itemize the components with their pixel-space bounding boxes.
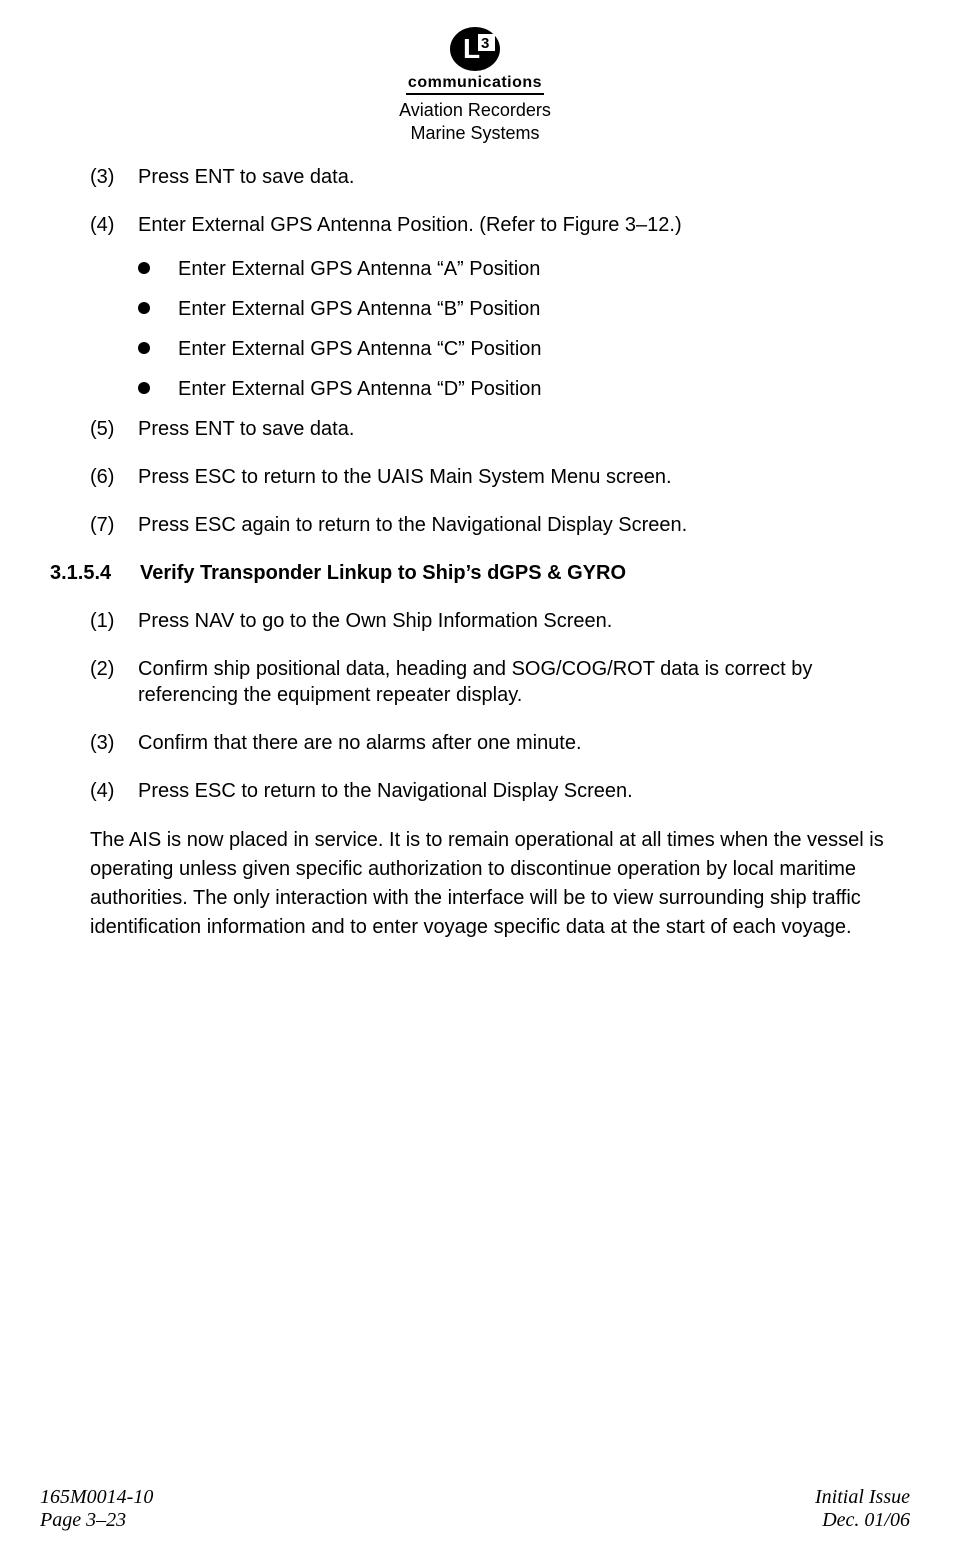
- item-number: (5): [90, 416, 138, 442]
- item-number: (2): [90, 656, 138, 708]
- l3-logo-icon: L 3: [448, 26, 502, 72]
- list-item: (6) Press ESC to return to the UAIS Main…: [90, 464, 910, 490]
- bullet-item: Enter External GPS Antenna “A” Position: [138, 256, 910, 282]
- bullet-item: Enter External GPS Antenna “D” Position: [138, 376, 910, 402]
- item-text: Press ESC to return to the Navigational …: [138, 778, 910, 804]
- page-number: Page 3–23: [40, 1509, 153, 1532]
- bullet-list: Enter External GPS Antenna “A” Position …: [138, 256, 910, 402]
- issue-label: Initial Issue: [815, 1486, 910, 1509]
- item-text: Press ENT to save data.: [138, 416, 910, 442]
- body-paragraph: The AIS is now placed in service. It is …: [90, 826, 910, 942]
- company-name: communications: [406, 74, 544, 95]
- header-subtitle-2: Marine Systems: [40, 122, 910, 145]
- page-footer: 165M0014-10 Page 3–23 Initial Issue Dec.…: [40, 1486, 910, 1532]
- bullet-text: Enter External GPS Antenna “D” Position: [178, 376, 542, 402]
- doc-number: 165M0014-10: [40, 1486, 153, 1509]
- header-logo-block: L 3 communications Aviation Recorders Ma…: [40, 26, 910, 146]
- bullet-icon: [138, 302, 150, 314]
- list-item: (3) Confirm that there are no alarms aft…: [90, 730, 910, 756]
- item-text: Press ESC to return to the UAIS Main Sys…: [138, 464, 910, 490]
- section-number: 3.1.5.4: [50, 560, 140, 586]
- main-content: (3) Press ENT to save data. (4) Enter Ex…: [40, 164, 910, 942]
- list-item: (3) Press ENT to save data.: [90, 164, 910, 190]
- item-text: Press ESC again to return to the Navigat…: [138, 512, 910, 538]
- item-number: (3): [90, 164, 138, 190]
- issue-date: Dec. 01/06: [815, 1509, 910, 1532]
- item-number: (1): [90, 608, 138, 634]
- item-number: (4): [90, 778, 138, 804]
- header-subtitle-1: Aviation Recorders: [40, 99, 910, 122]
- item-number: (6): [90, 464, 138, 490]
- section-heading: 3.1.5.4 Verify Transponder Linkup to Shi…: [50, 560, 910, 586]
- bullet-text: Enter External GPS Antenna “B” Position: [178, 296, 540, 322]
- item-text: Confirm that there are no alarms after o…: [138, 730, 910, 756]
- bullet-icon: [138, 382, 150, 394]
- bullet-item: Enter External GPS Antenna “B” Position: [138, 296, 910, 322]
- list-item: (1) Press NAV to go to the Own Ship Info…: [90, 608, 910, 634]
- bullet-text: Enter External GPS Antenna “A” Position: [178, 256, 540, 282]
- list-item: (7) Press ESC again to return to the Nav…: [90, 512, 910, 538]
- item-text: Enter External GPS Antenna Position. (Re…: [138, 212, 910, 238]
- svg-text:L: L: [463, 33, 480, 64]
- item-number: (7): [90, 512, 138, 538]
- list-item: (5) Press ENT to save data.: [90, 416, 910, 442]
- svg-text:3: 3: [481, 35, 489, 52]
- item-text: Confirm ship positional data, heading an…: [138, 656, 910, 708]
- item-text: Press ENT to save data.: [138, 164, 910, 190]
- footer-right: Initial Issue Dec. 01/06: [815, 1486, 910, 1532]
- footer-left: 165M0014-10 Page 3–23: [40, 1486, 153, 1532]
- list-item: (2) Confirm ship positional data, headin…: [90, 656, 910, 708]
- section-title: Verify Transponder Linkup to Ship’s dGPS…: [140, 560, 626, 586]
- bullet-item: Enter External GPS Antenna “C” Position: [138, 336, 910, 362]
- bullet-icon: [138, 262, 150, 274]
- list-item: (4) Press ESC to return to the Navigatio…: [90, 778, 910, 804]
- list-item: (4) Enter External GPS Antenna Position.…: [90, 212, 910, 238]
- item-number: (4): [90, 212, 138, 238]
- item-number: (3): [90, 730, 138, 756]
- item-text: Press NAV to go to the Own Ship Informat…: [138, 608, 910, 634]
- bullet-text: Enter External GPS Antenna “C” Position: [178, 336, 542, 362]
- bullet-icon: [138, 342, 150, 354]
